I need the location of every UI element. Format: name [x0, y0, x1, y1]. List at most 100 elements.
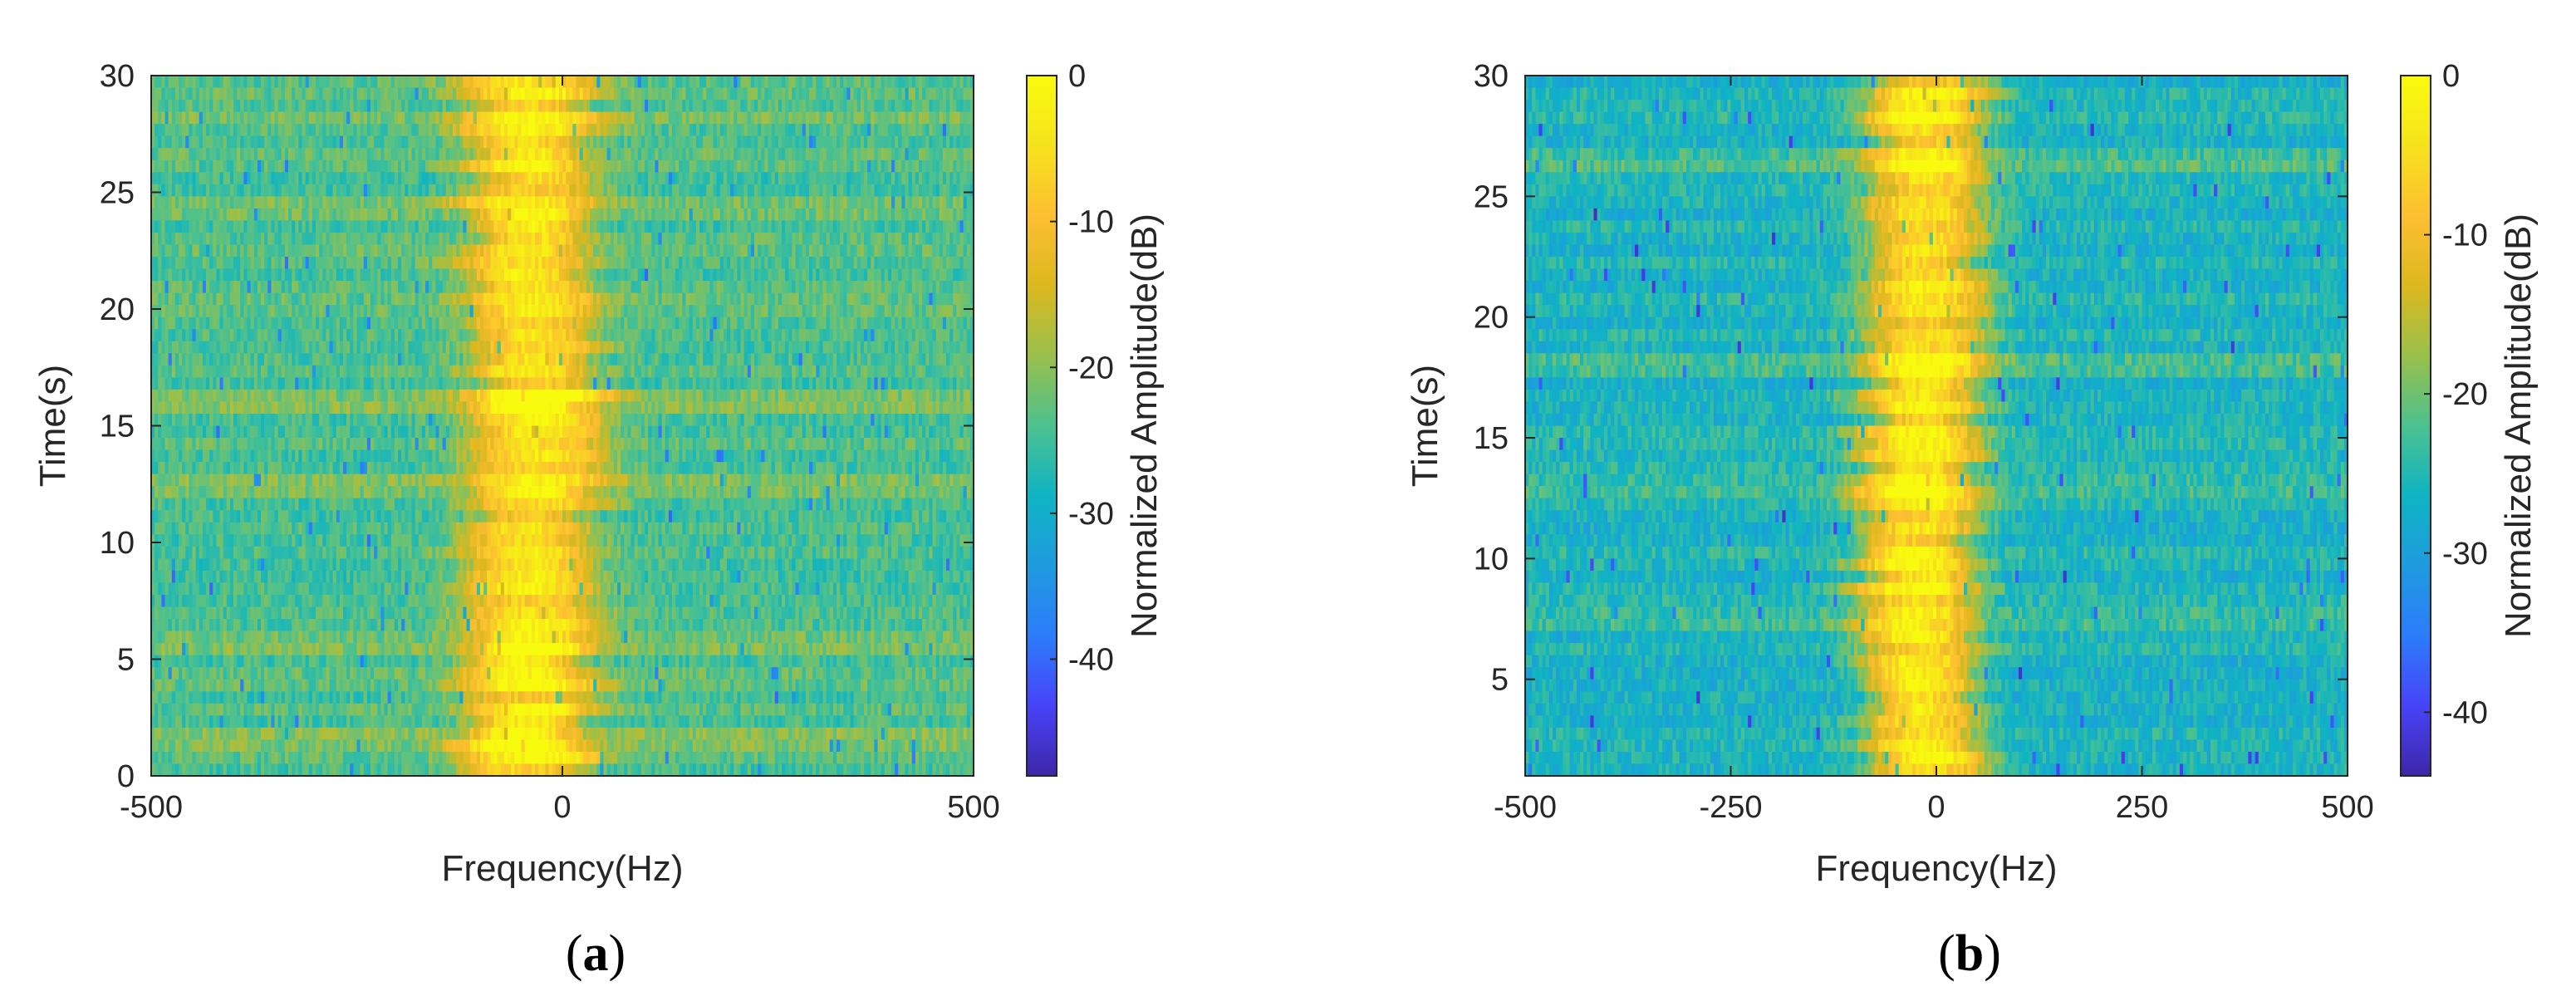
heatmap-cell	[206, 316, 210, 330]
heatmap-cell	[267, 111, 272, 125]
heatmap-cell	[480, 76, 484, 89]
heatmap-cell	[877, 232, 882, 246]
heatmap-cell	[843, 244, 847, 258]
heatmap-cell	[915, 159, 920, 173]
heatmap-cell	[370, 184, 375, 197]
heatmap-cell	[350, 268, 354, 282]
heatmap-cell	[185, 268, 189, 282]
heatmap-cell	[877, 76, 882, 89]
heatmap-cell	[864, 184, 868, 197]
heatmap-cell	[610, 159, 615, 173]
heatmap-cell	[822, 305, 827, 318]
heatmap-cell	[405, 172, 409, 185]
heatmap-cell	[469, 232, 474, 246]
heatmap-cell	[843, 124, 847, 137]
heatmap-cell	[668, 257, 673, 270]
heatmap-cell	[613, 87, 618, 101]
heatmap-cell	[826, 159, 831, 173]
heatmap-cell	[518, 292, 523, 306]
heatmap-cell	[226, 100, 231, 113]
heatmap-cell	[785, 244, 789, 258]
heatmap-cell	[816, 135, 820, 149]
heatmap-cell	[398, 232, 402, 246]
heatmap-cell	[747, 232, 752, 246]
heatmap-cell	[569, 305, 573, 318]
heatmap-cell	[497, 208, 502, 222]
heatmap-cell	[881, 135, 886, 149]
heatmap-cell	[483, 159, 488, 173]
heatmap-cell	[316, 111, 320, 125]
heatmap-cell	[168, 232, 173, 246]
heatmap-cell	[785, 305, 789, 318]
heatmap-cell	[545, 257, 550, 270]
heatmap-cell	[185, 135, 189, 149]
heatmap-cell	[665, 124, 670, 137]
heatmap-cell	[257, 87, 262, 101]
heatmap-cell	[421, 135, 426, 149]
heatmap-cell	[213, 281, 217, 294]
heatmap-cell	[905, 196, 910, 209]
heatmap-cell	[898, 281, 902, 294]
heatmap-cell	[497, 135, 502, 149]
heatmap-cell	[398, 268, 402, 282]
heatmap-cell	[435, 124, 440, 137]
heatmap-cell	[832, 100, 837, 113]
heatmap-cell	[850, 292, 855, 306]
heatmap-cell	[785, 184, 789, 197]
heatmap-cell	[336, 232, 341, 246]
heatmap-cell	[497, 159, 502, 173]
heatmap-cell	[860, 76, 865, 89]
heatmap-cell	[719, 100, 724, 113]
heatmap-cell	[456, 292, 460, 306]
heatmap-cell	[617, 220, 621, 233]
heatmap-cell	[390, 208, 395, 222]
heatmap-cell	[237, 172, 241, 185]
heatmap-cell	[182, 124, 186, 137]
heatmap-cell	[233, 208, 238, 222]
heatmap-cell	[466, 135, 471, 149]
heatmap-cell	[366, 111, 371, 125]
heatmap-cell	[891, 305, 895, 318]
heatmap-cell	[401, 316, 405, 330]
heatmap-cell	[743, 220, 748, 233]
heatmap-cell	[627, 257, 632, 270]
heatmap-cell	[621, 100, 625, 113]
heatmap-cell	[319, 196, 323, 209]
heatmap-cell	[935, 257, 940, 270]
heatmap-cell	[531, 111, 536, 125]
heatmap-cell	[538, 220, 542, 233]
heatmap-cell	[764, 76, 769, 89]
heatmap-cell	[219, 292, 224, 306]
heatmap-cell	[679, 257, 683, 270]
heatmap-cell	[716, 257, 721, 270]
heatmap-cell	[740, 184, 745, 197]
heatmap-cell	[535, 268, 539, 282]
heatmap-cell	[390, 268, 395, 282]
heatmap-cell	[832, 184, 837, 197]
heatmap-cell	[390, 184, 395, 197]
heatmap-cell	[782, 244, 786, 258]
heatmap-cell	[579, 196, 584, 209]
heatmap-cell	[606, 196, 611, 209]
heatmap-cell	[514, 220, 518, 233]
heatmap-cell	[774, 268, 779, 282]
heatmap-cell	[590, 124, 594, 137]
heatmap-cell	[590, 100, 594, 113]
heatmap-cell	[343, 87, 347, 101]
heatmap-cell	[613, 292, 618, 306]
heatmap-cell	[613, 208, 618, 222]
heatmap-cell	[819, 232, 824, 246]
heatmap-cell	[582, 159, 587, 173]
heatmap-cells	[151, 76, 974, 777]
heatmap-cell	[497, 148, 502, 161]
heatmap-cell	[483, 208, 488, 222]
heatmap-cell	[370, 100, 375, 113]
heatmap-cell	[843, 220, 847, 233]
heatmap-cell	[603, 76, 608, 89]
heatmap-cell	[253, 257, 258, 270]
heatmap-cell	[877, 292, 882, 306]
heatmap-cell	[730, 232, 734, 246]
heatmap-cell	[469, 316, 474, 330]
heatmap-cell	[247, 305, 252, 318]
heatmap-cell	[339, 172, 344, 185]
